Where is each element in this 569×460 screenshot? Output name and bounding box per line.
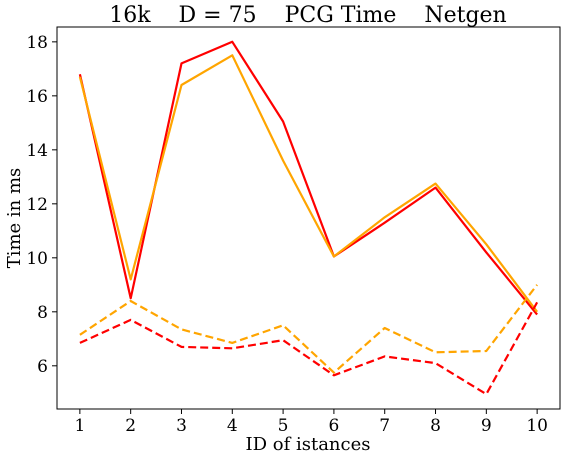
series-layer xyxy=(78,40,539,396)
series-line-2 xyxy=(78,54,538,313)
x-tick-label: 7 xyxy=(379,416,390,436)
series-line-3 xyxy=(79,284,538,374)
x-tick-label: 8 xyxy=(430,416,441,436)
x-tick-label: 4 xyxy=(227,416,238,436)
y-tick-label: 8 xyxy=(37,303,48,323)
x-tick-label: 1 xyxy=(74,416,85,436)
y-axis-label: Time in ms xyxy=(4,168,25,269)
y-tick-label: 6 xyxy=(37,357,48,377)
x-tick-label: 9 xyxy=(481,416,492,436)
x-axis-ticks: 1 2 3 4 5 6 7 8 9 10 xyxy=(74,409,548,436)
y-axis-ticks: 6 8 10 12 14 16 18 xyxy=(26,33,57,377)
x-tick-label: 2 xyxy=(125,416,136,436)
y-tick-label: 10 xyxy=(26,249,48,269)
y-tick-label: 12 xyxy=(26,195,48,215)
x-tick-label: 10 xyxy=(526,416,548,436)
x-axis-label: ID of istances xyxy=(245,434,370,455)
y-tick-label: 16 xyxy=(26,87,48,107)
series-line-4 xyxy=(79,301,539,396)
x-tick-label: 3 xyxy=(176,416,187,436)
y-tick-label: 18 xyxy=(26,33,48,53)
x-tick-label: 5 xyxy=(278,416,289,436)
plot-frame xyxy=(56,26,561,410)
x-tick-label: 6 xyxy=(328,416,339,436)
chart-title: 16k D = 75 PCG Time Netgen xyxy=(109,3,506,28)
y-tick-label: 14 xyxy=(26,141,48,161)
series-line-1 xyxy=(78,40,538,316)
